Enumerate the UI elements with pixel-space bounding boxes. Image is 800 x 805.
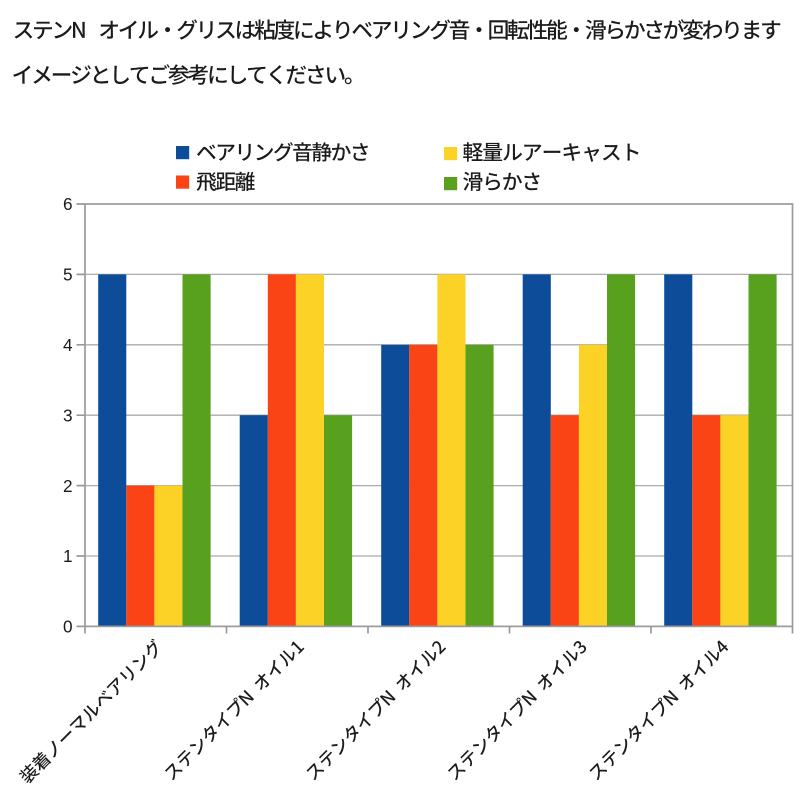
svg-text:2: 2 — [63, 476, 73, 496]
svg-text:5: 5 — [63, 265, 73, 285]
svg-text:6: 6 — [63, 194, 73, 214]
svg-text:1: 1 — [63, 546, 73, 566]
svg-text:3: 3 — [63, 405, 73, 425]
svg-text:0: 0 — [63, 617, 73, 637]
svg-text:4: 4 — [63, 335, 73, 355]
